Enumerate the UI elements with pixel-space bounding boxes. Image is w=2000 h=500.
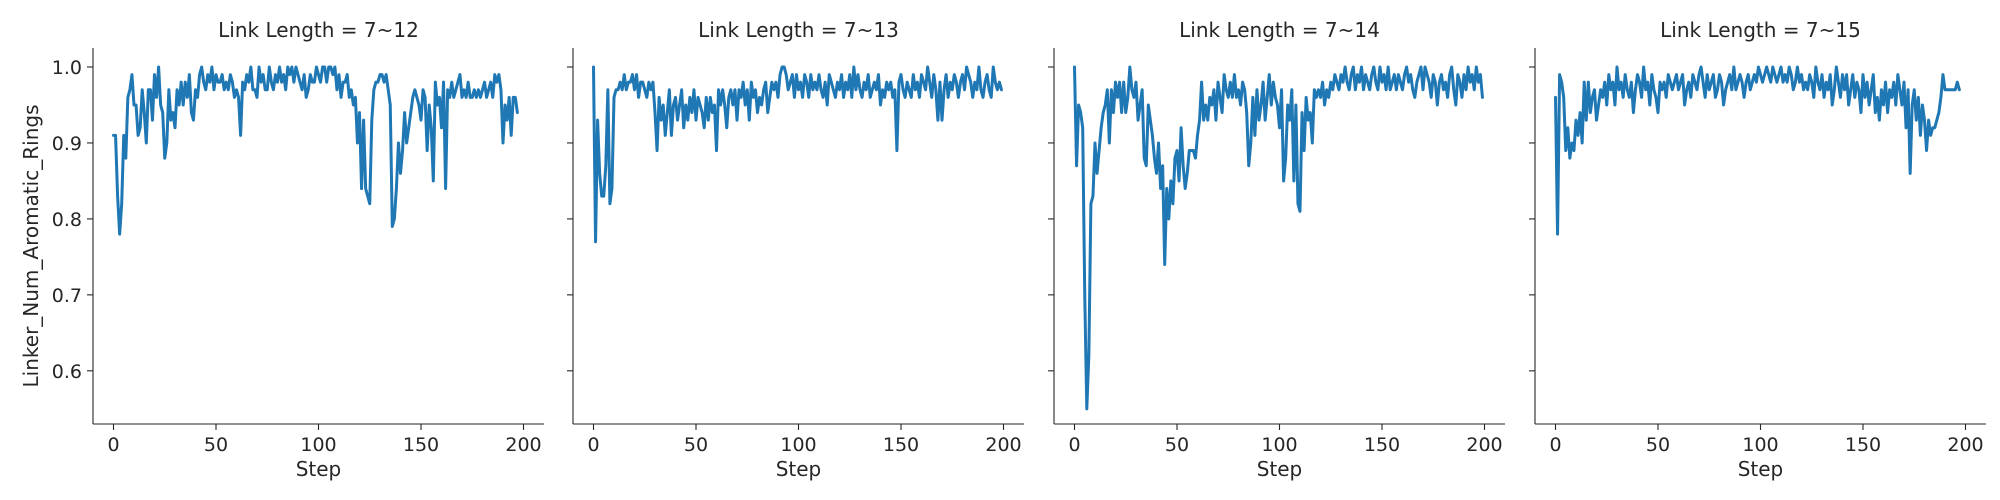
x-tick-label: 150: [403, 434, 439, 456]
series-line: [1073, 65, 1484, 411]
x-tick-label: 200: [985, 434, 1021, 456]
y-axis-label: Linker_Num_Aromatic_Rings: [19, 105, 43, 388]
panel-title: Link Length = 7~12: [218, 18, 419, 42]
panel-title: Link Length = 7~15: [1660, 18, 1861, 42]
x-axis-label: Step: [296, 457, 342, 481]
x-tick-label: 0: [1068, 434, 1080, 456]
panel-title: Link Length = 7~14: [1179, 18, 1380, 42]
y-tick-label: 0.6: [52, 361, 82, 383]
panel-2: Link Length = 7~13 0 50 100 150 200 Step: [567, 18, 1024, 481]
x-tick-label: 150: [1364, 434, 1400, 456]
series-line: [592, 65, 1003, 244]
panel-4: Link Length = 7~15 0 50 100 150 200 Step: [1529, 18, 1986, 481]
x-tick-label: 100: [780, 434, 816, 456]
x-tick-label: 0: [587, 434, 599, 456]
x-tick-label: 50: [204, 434, 228, 456]
x-tick-label: 150: [883, 434, 919, 456]
x-tick-label: 0: [107, 434, 119, 456]
x-tick-label: 50: [1165, 434, 1189, 456]
panel-title: Link Length = 7~13: [698, 18, 899, 42]
x-tick-label: 150: [1845, 434, 1881, 456]
x-tick-label: 200: [1466, 434, 1502, 456]
y-tick-label: 1.0: [52, 57, 82, 79]
x-tick-label: 100: [1742, 434, 1778, 456]
panel-1: Link Length = 7~12 0 50 100 150 200 0.6 0.7 0.8 0…: [52, 18, 544, 481]
x-tick-label: 50: [684, 434, 708, 456]
x-axis-label: Step: [1257, 457, 1303, 481]
x-tick-label: 50: [1646, 434, 1670, 456]
x-tick-label: 200: [505, 434, 541, 456]
y-tick-label: 0.8: [52, 209, 82, 231]
x-tick-label: 0: [1549, 434, 1561, 456]
y-tick-label: 0.7: [52, 285, 82, 307]
y-tick-label: 0.9: [52, 133, 82, 155]
x-tick-label: 100: [1261, 434, 1297, 456]
series-line: [112, 65, 519, 236]
x-axis-label: Step: [776, 457, 822, 481]
x-tick-label: 200: [1947, 434, 1983, 456]
panel-3: Link Length = 7~14 0 50 100 150 200 Step: [1048, 18, 1505, 481]
x-tick-label: 100: [300, 434, 336, 456]
x-axis-label: Step: [1738, 457, 1784, 481]
series-line: [1554, 65, 1961, 236]
